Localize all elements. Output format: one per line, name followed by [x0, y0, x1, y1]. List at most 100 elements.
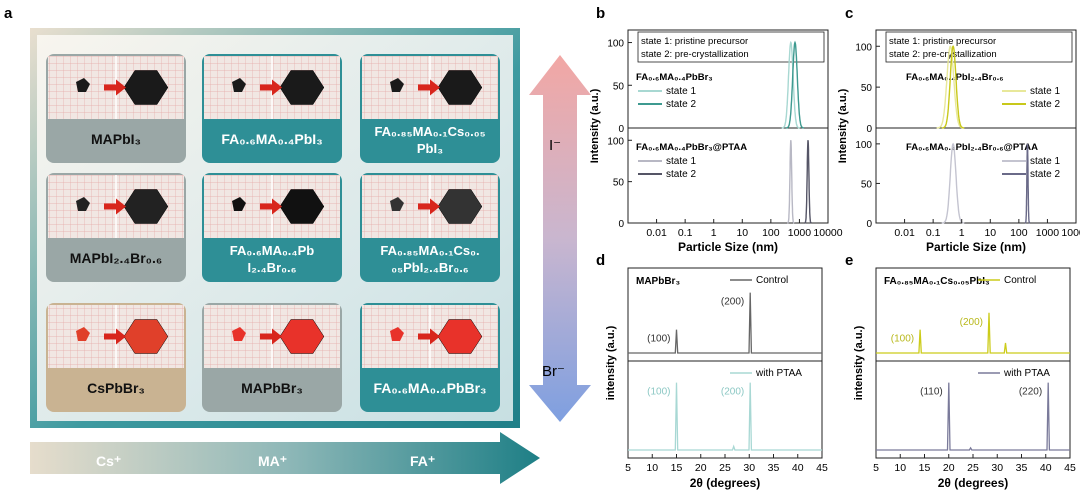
legend-label: state 2: [1030, 169, 1060, 180]
crystal-card-6: FA₀.₈₅MA₀.₁Cs₀. ₀₅PbI₂.₄Br₀.₆: [360, 173, 500, 282]
legend-box-entry: state 2: pre-crystallization: [889, 49, 997, 60]
growth-arrow-icon: [260, 198, 282, 215]
series-line: [628, 382, 822, 451]
x-tick-label: 20: [943, 462, 955, 474]
legend-label: with PTAA: [1003, 368, 1050, 379]
series-line: [1024, 143, 1031, 224]
peak-label: (200): [721, 297, 744, 308]
panel-a: a MAPbI₃ FA₀.₆MA₀.₄PbI₃ FA₀.₈₅MA₀.₁Cs₀.₀₅P…: [4, 5, 591, 484]
crystal-label-line2: I₂.₄Br₀.₆: [247, 260, 296, 275]
x-tick-label: 20: [695, 462, 707, 474]
cation-arrow-shape: [30, 432, 540, 484]
x-tick-label: 10000: [813, 227, 842, 239]
cation-label-cs: Cs⁺: [96, 453, 121, 469]
x-tick-label: 45: [816, 462, 828, 474]
cation-label-fa: FA⁺: [410, 453, 435, 469]
crystal-small: [390, 78, 404, 92]
series-line: [936, 45, 964, 129]
y-tick-label: 0: [618, 124, 624, 135]
y-tick-label: 100: [607, 136, 624, 147]
crystal-large: [437, 319, 483, 354]
legend-label: state 1: [1030, 156, 1060, 167]
subplot-title: FA₀.₈₅MA₀.₁Cs₀.₀₅PbI₃: [884, 276, 990, 287]
peak-label: (100): [647, 387, 670, 398]
growth-arrow-icon: [104, 328, 126, 345]
panel-letter-d: d: [596, 252, 605, 269]
y-tick-label: 0: [866, 219, 872, 230]
x-tick-label: 45: [1064, 462, 1076, 474]
crystal-label-line1: FA₀.₈₅MA₀.₁Cs₀.₀₅: [374, 124, 485, 139]
y-axis-label: Intensity (a.u.): [589, 88, 601, 163]
growth-arrow-icon: [418, 79, 440, 96]
x-axis-label: 2θ (degrees): [938, 476, 1009, 490]
crystal-card-2: FA₀.₆MA₀.₄PbI₃: [202, 54, 342, 163]
x-tick-label: 35: [1016, 462, 1028, 474]
crystal-label: MAPbI₃: [91, 131, 141, 147]
halide-arrow: I⁻ Br⁻: [529, 55, 591, 422]
x-tick-label: 40: [1040, 462, 1052, 474]
chart-panel-b: Intensity (a.u.) state 1: pristine precur…: [589, 29, 843, 254]
x-tick-label: 40: [792, 462, 804, 474]
series-line: [876, 382, 1070, 451]
legend-label: state 1: [1030, 86, 1060, 97]
y-tick-label: 100: [855, 42, 872, 53]
subplot-title: FA₀.₆MA₀.₄PbBr₃@PTAA: [636, 142, 747, 153]
x-axis-label: Particle Size (nm): [678, 240, 778, 254]
crystal-card-9: FA₀.₆MA₀.₄PbBr₃: [360, 303, 500, 412]
crystal-small: [76, 327, 90, 341]
panel-letter-e: e: [845, 252, 853, 269]
legend-box-entry: state 1: pristine precursor: [889, 36, 996, 47]
subplot-title: FA₀.₆MA₀.₄PbI₂.₄Br₀.₆: [906, 72, 1004, 83]
legend-label: state 2: [666, 169, 696, 180]
legend-label: state 1: [666, 86, 696, 97]
x-tick-label: 10: [984, 227, 996, 239]
y-tick-label: 0: [618, 219, 624, 230]
subplot-title: FA₀.₆MA₀.₄PbI₂.₄Br₀.₆@PTAA: [906, 142, 1038, 153]
crystal-large: [279, 189, 325, 224]
legend-label: state 2: [1030, 99, 1060, 110]
panel-letter-a: a: [4, 5, 13, 22]
x-tick-label: 10: [646, 462, 658, 474]
legend-label: with PTAA: [755, 368, 802, 379]
chart-panel-e: intensity (a.u.) FA₀.₈₅MA₀.₁Cs₀.₀₅PbI₃ Con…: [853, 267, 1076, 490]
x-tick-label: 35: [768, 462, 780, 474]
legend-box: state 1: pristine precursor state 2: pre-…: [885, 31, 1073, 63]
growth-arrow-icon: [418, 198, 440, 215]
crystal-label-line2: PbI₃: [417, 141, 443, 156]
y-axis-label: intensity (a.u.): [853, 325, 865, 400]
x-tick-label: 0.1: [678, 227, 693, 239]
crystal-small: [232, 327, 246, 341]
x-tick-label: 15: [671, 462, 683, 474]
y-tick-label: 50: [861, 83, 873, 94]
panel-letter-b: b: [596, 5, 605, 22]
peak-label: (200): [960, 317, 983, 328]
crystal-large: [123, 319, 169, 354]
legend-label: state 2: [666, 99, 696, 110]
crystal-card-5: FA₀.₆MA₀.₄Pb I₂.₄Br₀.₆: [202, 173, 342, 282]
growth-arrow-icon: [418, 328, 440, 345]
growth-arrow-icon: [260, 328, 282, 345]
crystal-large: [437, 70, 483, 105]
halide-arrow-shape: [529, 55, 591, 422]
x-tick-label: 25: [719, 462, 731, 474]
x-tick-label: 30: [743, 462, 755, 474]
series-line: [941, 142, 965, 224]
growth-arrow-icon: [104, 79, 126, 96]
plot-frame: [627, 29, 829, 224]
y-tick-label: 50: [861, 179, 873, 190]
crystal-label: FA₀.₆MA₀.₄PbBr₃: [373, 380, 486, 396]
crystal-label: MAPbBr₃: [241, 380, 303, 396]
growth-arrow-icon: [260, 79, 282, 96]
crystal-small: [232, 78, 246, 92]
legend-label: state 1: [666, 156, 696, 167]
subplot-title: FA₀.₆MA₀.₄PbBr₃: [636, 72, 713, 83]
peak-label: (110): [920, 387, 943, 398]
series-line: [876, 312, 1070, 354]
legend-label: Control: [756, 275, 788, 286]
growth-arrow-icon: [104, 198, 126, 215]
series-line: [804, 140, 812, 224]
crystal-card-8: MAPbBr₃: [202, 303, 342, 412]
crystal-large: [123, 70, 169, 105]
crystal-small: [390, 327, 404, 341]
